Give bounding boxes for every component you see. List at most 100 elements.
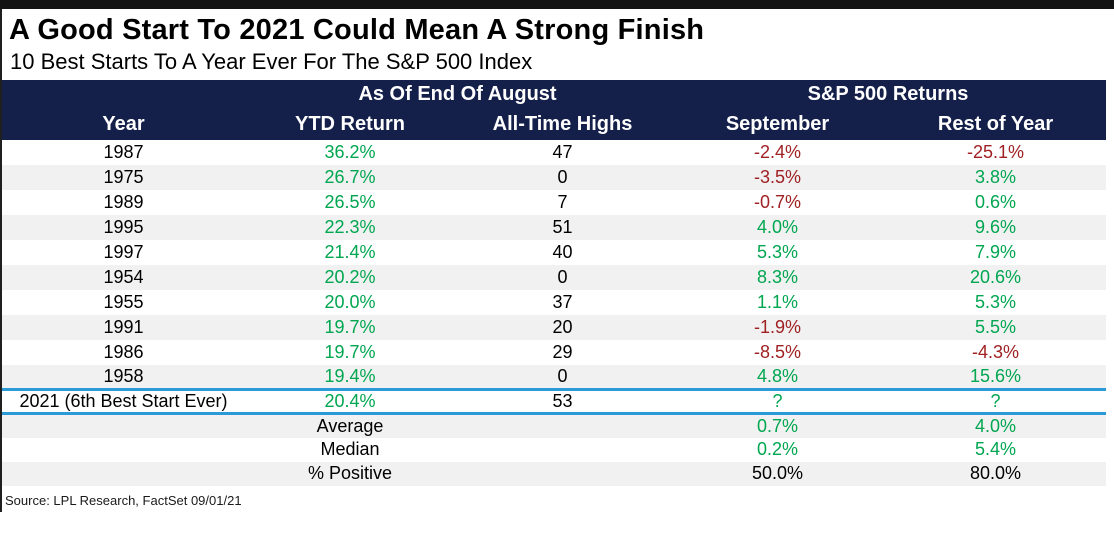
- cell-all-time-highs: 7: [455, 189, 671, 215]
- column-header-ytd-return: YTD Return: [245, 108, 455, 140]
- cell-year: 2021 (6th Best Start Ever): [2, 388, 245, 416]
- cell-empty: [455, 437, 671, 462]
- cell-all-time-highs: 0: [455, 164, 671, 190]
- cell-rest-of-year: 5.3%: [885, 289, 1107, 315]
- table-row: 1989 26.5% 7 -0.7% 0.6%: [2, 189, 1107, 215]
- table-body: 1987 36.2% 47 -2.4% -25.1% 1975 26.7% 0 -3.5% 3.8…: [2, 139, 1107, 486]
- cell-september: 5.3%: [670, 239, 886, 265]
- cell-year: 1995: [2, 214, 245, 240]
- cell-year: 1986: [2, 339, 245, 365]
- cell-empty: [2, 461, 245, 486]
- table-row: 1987 36.2% 47 -2.4% -25.1%: [2, 139, 1107, 165]
- cell-ytd-return: 26.5%: [245, 189, 455, 215]
- column-header-row: Year YTD Return All-Time Highs September Res…: [2, 108, 1107, 140]
- corner-spacer: [2, 79, 245, 109]
- cell-empty: [455, 461, 671, 486]
- summary-row-median: Median 0.2% 5.4%: [2, 437, 1107, 462]
- chart-frame: A Good Start To 2021 Could Mean A Strong…: [0, 9, 1114, 512]
- table-row: 1986 19.7% 29 -8.5% -4.3%: [2, 339, 1107, 365]
- cell-all-time-highs: 40: [455, 239, 671, 265]
- cell-year: 1987: [2, 139, 245, 165]
- cell-september: -1.9%: [670, 314, 886, 340]
- table-row-2021-highlight: 2021 (6th Best Start Ever) 20.4% 53??: [2, 388, 1107, 416]
- table-row: 1975 26.7% 0 -3.5% 3.8%: [2, 164, 1107, 190]
- cell-year: 1997: [2, 239, 245, 265]
- summary-row-average: Average 0.7% 4.0%: [2, 413, 1107, 438]
- cell-year: 1955: [2, 289, 245, 315]
- cell-september: -3.5%: [670, 164, 886, 190]
- cell-empty: [455, 413, 671, 438]
- table-row: 1995 22.3% 51 4.0% 9.6%: [2, 214, 1107, 240]
- cell-rest-of-year: 3.8%: [885, 164, 1107, 190]
- cell-september: 4.8%: [670, 364, 886, 390]
- cell-empty: [2, 413, 245, 438]
- cell-september: 0.2%: [670, 437, 886, 462]
- cell-ytd-return: 21.4%: [245, 239, 455, 265]
- cell-september: 0.7%: [670, 413, 886, 438]
- page-title: A Good Start To 2021 Could Mean A Strong…: [9, 14, 705, 46]
- cell-all-time-highs: 51: [455, 214, 671, 240]
- table-row: 1954 20.2% 0 8.3% 20.6%: [2, 264, 1107, 290]
- cell-year: 1954: [2, 264, 245, 290]
- group-header-sp500-returns: S&P 500 Returns: [670, 79, 1107, 109]
- cell-september: ?: [670, 388, 886, 416]
- cell-ytd-return: 26.7%: [245, 164, 455, 190]
- table-row: 1991 19.7% 20 -1.9% 5.5%: [2, 314, 1107, 340]
- cell-rest-of-year: -4.3%: [885, 339, 1107, 365]
- cell-ytd-return: 20.0%: [245, 289, 455, 315]
- cell-summary-label: Median: [245, 437, 455, 462]
- cell-year: 1991: [2, 314, 245, 340]
- cell-year: 1975: [2, 164, 245, 190]
- source-note: Source: LPL Research, FactSet 09/01/21: [5, 492, 242, 508]
- table-row: 1958 19.4% 0 4.8% 15.6%: [2, 364, 1107, 390]
- cell-september: 4.0%: [670, 214, 886, 240]
- table-row: 1955 20.0% 37 1.1% 5.3%: [2, 289, 1107, 315]
- cell-summary-label: Average: [245, 413, 455, 438]
- cell-all-time-highs: 53: [455, 388, 671, 416]
- cell-september: 8.3%: [670, 264, 886, 290]
- page-subtitle: 10 Best Starts To A Year Ever For The S&…: [10, 49, 533, 75]
- cell-rest-of-year: 9.6%: [885, 214, 1107, 240]
- cell-september: -2.4%: [670, 139, 886, 165]
- cell-september: 50.0%: [670, 461, 886, 486]
- cell-rest-of-year: 5.5%: [885, 314, 1107, 340]
- cell-ytd-return: 20.4%: [245, 388, 455, 416]
- cell-all-time-highs: 29: [455, 339, 671, 365]
- cell-rest-of-year: 80.0%: [885, 461, 1107, 486]
- cell-year: 1989: [2, 189, 245, 215]
- cell-rest-of-year: ?: [885, 388, 1107, 416]
- cell-ytd-return: 22.3%: [245, 214, 455, 240]
- column-header-rest-of-year: Rest of Year: [885, 108, 1107, 140]
- cell-all-time-highs: 0: [455, 264, 671, 290]
- cell-september: -0.7%: [670, 189, 886, 215]
- column-header-all-time-highs: All-Time Highs: [455, 108, 671, 140]
- cell-rest-of-year: 0.6%: [885, 189, 1107, 215]
- cell-empty: [2, 437, 245, 462]
- group-header-row: As Of End Of August S&P 500 Returns: [2, 79, 1107, 109]
- cell-rest-of-year: -25.1%: [885, 139, 1107, 165]
- cell-rest-of-year: 15.6%: [885, 364, 1107, 390]
- cell-all-time-highs: 0: [455, 364, 671, 390]
- cell-ytd-return: 19.4%: [245, 364, 455, 390]
- cell-rest-of-year: 20.6%: [885, 264, 1107, 290]
- cell-september: -8.5%: [670, 339, 886, 365]
- cell-all-time-highs: 37: [455, 289, 671, 315]
- cell-ytd-return: 19.7%: [245, 339, 455, 365]
- top-border-bar: [0, 0, 1114, 9]
- cell-ytd-return: 19.7%: [245, 314, 455, 340]
- cell-year: 1958: [2, 364, 245, 390]
- cell-rest-of-year: 4.0%: [885, 413, 1107, 438]
- cell-rest-of-year: 7.9%: [885, 239, 1107, 265]
- column-header-september: September: [670, 108, 886, 140]
- table-header: As Of End Of August S&P 500 Returns Year YT…: [2, 79, 1107, 140]
- summary-row-positive: % Positive 50.0% 80.0%: [2, 461, 1107, 486]
- column-header-year: Year: [2, 108, 245, 140]
- cell-all-time-highs: 20: [455, 314, 671, 340]
- cell-summary-label: % Positive: [245, 461, 455, 486]
- cell-september: 1.1%: [670, 289, 886, 315]
- cell-ytd-return: 20.2%: [245, 264, 455, 290]
- cell-rest-of-year: 5.4%: [885, 437, 1107, 462]
- group-header-as-of-end-of-august: As Of End Of August: [245, 79, 671, 109]
- cell-ytd-return: 36.2%: [245, 139, 455, 165]
- table-row: 1997 21.4% 40 5.3% 7.9%: [2, 239, 1107, 265]
